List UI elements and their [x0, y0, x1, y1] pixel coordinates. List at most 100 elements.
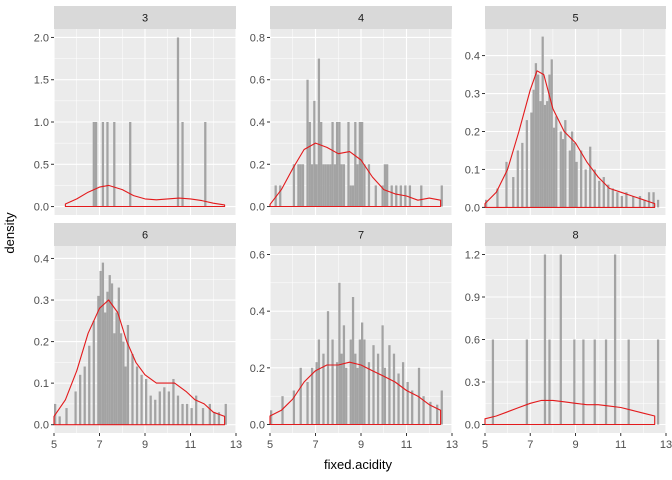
y-tick-label: 0.0	[250, 202, 265, 214]
density-curve	[269, 142, 442, 208]
histogram-bar	[376, 353, 380, 425]
histogram-bar	[620, 196, 624, 208]
x-tick-label: 11	[401, 439, 412, 451]
facet-panel-4: 4 0.0 0.2 0.4 0.6 0.8	[250, 6, 453, 215]
y-tick-label: 0.0	[250, 420, 265, 432]
histogram-bar	[367, 164, 371, 207]
y-tick-label: 0.0	[465, 420, 480, 432]
histogram-bar	[440, 390, 443, 425]
histogram-bar	[181, 403, 184, 425]
histogram-bar	[88, 345, 91, 425]
histogram-bar	[534, 63, 538, 208]
histogram-bar	[274, 185, 277, 207]
x-axis-title: fixed.acidity	[324, 457, 392, 472]
histogram-bar	[525, 339, 528, 425]
histogram-bar	[117, 287, 120, 425]
histogram-bar	[320, 122, 323, 207]
histogram-bar	[392, 353, 396, 425]
histogram-bar	[411, 390, 414, 425]
histogram-bar	[632, 196, 635, 208]
histogram-bar	[491, 339, 495, 425]
histogram-bar	[333, 164, 336, 207]
histogram-bar	[395, 185, 398, 207]
histogram-bar	[543, 254, 547, 425]
histogram-bar	[356, 367, 359, 425]
histogram-bar	[310, 164, 314, 207]
histogram-bar	[94, 122, 98, 207]
histogram-bar	[604, 339, 608, 425]
y-tick-label: 1.2	[465, 250, 480, 262]
histogram-bar	[349, 185, 352, 207]
histogram-bar	[110, 283, 114, 425]
density-curve	[269, 361, 442, 426]
y-tick-label: 0.3	[465, 89, 480, 101]
histogram-bar	[429, 401, 432, 425]
histogram-bar	[115, 312, 118, 425]
histogram-bar	[322, 353, 325, 425]
y-tick-label: 0.6	[250, 250, 265, 262]
histogram-bar	[299, 367, 302, 425]
histogram-bar	[176, 37, 180, 207]
density-curve	[64, 184, 226, 208]
y-tick-label: 0.9	[465, 292, 480, 304]
histogram-bar	[386, 164, 389, 207]
histogram-bar	[201, 408, 205, 425]
histogram-bar	[611, 188, 614, 208]
histogram-bar	[270, 410, 273, 425]
x-tick-label: 5	[267, 439, 273, 451]
histogram-bar	[570, 131, 574, 208]
histogram-bar	[342, 164, 346, 207]
x-axis-layer: 5 7 9 11 13 5 7 9 11 13 5 7 9 11 13	[51, 433, 672, 451]
histogram-bar	[625, 192, 628, 208]
x-tick-label: 5	[482, 439, 488, 451]
facet-panel-6: 6 0.0 0.1 0.2 0.3 0.4	[34, 223, 237, 433]
histogram-bar	[317, 339, 321, 425]
density-curve	[53, 299, 226, 426]
histogram-bar	[589, 146, 592, 208]
histogram-bar	[195, 395, 198, 425]
histogram-bar	[342, 325, 346, 425]
histogram-bar	[154, 399, 157, 425]
facet-strip	[270, 6, 452, 29]
histogram-bar	[408, 185, 412, 207]
histogram-bar	[361, 322, 364, 425]
histogram-bar	[322, 164, 325, 207]
histogram-bar	[537, 74, 540, 208]
histogram-bar	[106, 122, 109, 207]
histogram-bar	[119, 333, 123, 425]
histogram-bar	[129, 122, 132, 207]
histogram-bar	[561, 139, 565, 208]
y-tick-label: 0.3	[465, 377, 480, 389]
facet-strip	[54, 223, 236, 246]
histogram-bar	[213, 412, 216, 425]
histogram-bar	[555, 116, 558, 208]
histogram-bar	[358, 122, 361, 207]
histogram-bar	[99, 270, 102, 425]
x-tick-label: 9	[142, 439, 148, 451]
histogram-bar	[440, 185, 443, 207]
facet-panel-5: 5 0.0 0.1 0.2 0.3 0.4	[465, 6, 667, 215]
histogram-bar	[406, 382, 409, 425]
histogram-bar	[397, 373, 400, 425]
facet-strip	[54, 6, 236, 29]
histogram-bar	[308, 122, 311, 207]
histogram-bar	[351, 185, 355, 207]
histogram-bar	[607, 184, 610, 208]
histogram-bar	[140, 374, 143, 425]
y-tick-label: 0.1	[34, 378, 49, 390]
histogram-bar	[354, 122, 357, 207]
histogram-bar	[582, 339, 585, 425]
histogram-bar	[92, 122, 95, 207]
histogram-bar	[347, 122, 350, 207]
histogram-bar	[149, 395, 152, 425]
histogram-bar	[190, 408, 193, 425]
histogram-bar	[315, 164, 318, 207]
histogram-bar	[559, 131, 562, 208]
x-tick-label: 7	[527, 439, 533, 451]
histogram-bar	[367, 362, 371, 425]
histogram-bar	[101, 122, 105, 207]
histogram-bar	[436, 404, 439, 425]
x-tick-label: 9	[358, 439, 364, 451]
y-tick-label: 0.5	[34, 159, 49, 171]
histogram-bar	[124, 366, 127, 425]
